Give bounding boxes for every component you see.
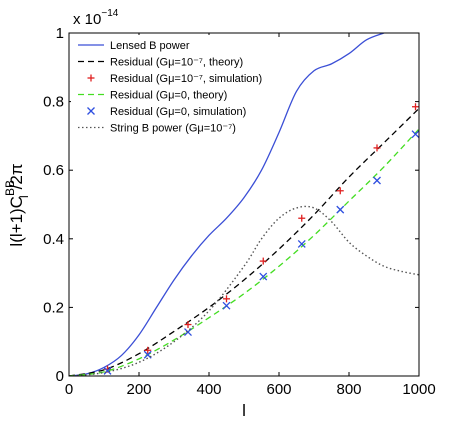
data-point: [184, 321, 192, 329]
x-tick-label: 0: [65, 381, 73, 398]
y-tick-label: 0: [56, 368, 64, 385]
axis-ticks: 0 200 400 600 800 1000 0 0.2 0.4 0.6 0.8 1: [43, 25, 436, 398]
legend-entry-1: Residual (Gμ=10⁻⁷, theory): [78, 57, 243, 69]
y-tick-label: 0.6: [43, 162, 64, 179]
y-tick-label: 0.4: [43, 231, 64, 248]
legend-label: Lensed B power: [110, 40, 190, 52]
exponent-label: x 10−14: [73, 8, 119, 28]
x-tick-label: 1000: [402, 381, 435, 398]
data-point: [412, 103, 419, 111]
series-line-3: [69, 128, 419, 376]
data-point: [259, 272, 268, 281]
data-point: [373, 144, 381, 152]
series-1: [69, 107, 419, 376]
legend-entry-0: Lensed B power: [78, 40, 190, 52]
legend-label: String B power (Gμ=10⁻⁷): [110, 123, 236, 135]
data-point: [297, 239, 306, 248]
x-tick-label: 400: [196, 381, 221, 398]
x-tick-label: 600: [266, 381, 291, 398]
data-point: [373, 176, 381, 185]
y-tick-label: 1: [56, 25, 64, 42]
legend-label: Residual (Gμ=10⁻⁷, simulation): [110, 73, 262, 85]
x-axis-label: l: [242, 401, 246, 420]
plot-frame: [68, 32, 420, 377]
series-0: [69, 33, 385, 376]
data-point: [298, 214, 306, 222]
data-point: [222, 301, 231, 310]
data-point: [259, 257, 267, 265]
data-point: [103, 366, 112, 375]
series-line-1: [69, 107, 419, 376]
data-point: [184, 328, 192, 337]
data-point: [411, 130, 419, 139]
y-tick-label: 0.2: [43, 299, 64, 316]
legend-label: Residual (Gμ=10⁻⁷, theory): [110, 57, 243, 69]
legend-swatch: [87, 107, 95, 115]
series-3: [69, 128, 419, 376]
legend-label: Residual (Gμ=0, simulation): [110, 106, 246, 118]
legend-label: Residual (Gμ=0, theory): [110, 90, 227, 102]
legend-swatch: [87, 74, 95, 82]
series-4: [103, 130, 419, 375]
legend-entry-4: Residual (Gμ=0, simulation): [87, 106, 246, 118]
data-point: [336, 205, 345, 214]
series-layer: [69, 33, 419, 376]
legend-entry-5: String B power (Gμ=10⁻⁷): [78, 123, 236, 135]
legend-box: [71, 35, 241, 140]
data-point: [336, 187, 344, 195]
legend: Lensed B power Residual (Gμ=10⁻⁷, theory)…: [71, 35, 262, 140]
y-axis-label: l(l+1)CBBl/2π: [3, 163, 31, 246]
x-tick-label: 200: [126, 381, 151, 398]
series-line-0: [69, 33, 385, 376]
y-tick-label: 0.8: [43, 94, 64, 111]
legend-entry-2: Residual (Gμ=10⁻⁷, simulation): [87, 73, 262, 85]
data-point: [144, 346, 152, 354]
legend-entry-3: Residual (Gμ=0, theory): [78, 90, 227, 102]
data-point: [223, 295, 230, 303]
x-tick-label: 800: [336, 381, 361, 398]
